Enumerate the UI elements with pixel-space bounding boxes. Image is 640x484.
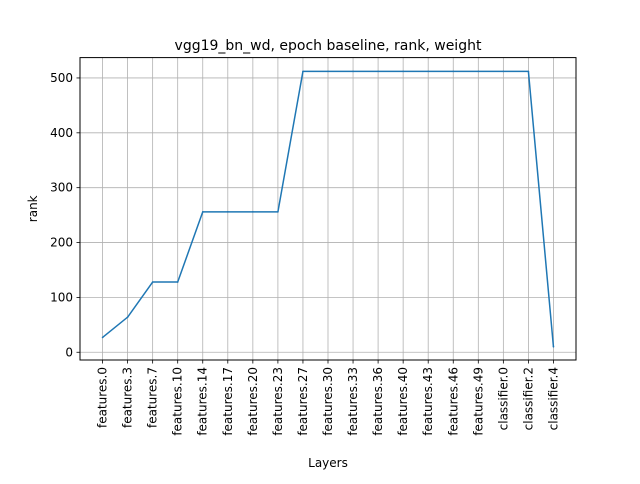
x-tick-label: features.7	[146, 367, 160, 428]
data-point	[226, 211, 229, 213]
x-tick-label: classifier.2	[521, 367, 535, 430]
data-point	[176, 281, 179, 283]
data-point	[252, 211, 254, 213]
data-point	[302, 70, 304, 73]
data-point	[151, 281, 154, 283]
x-tick-label: features.17	[221, 367, 235, 436]
data-point	[277, 211, 279, 213]
data-point	[126, 316, 129, 318]
data-point	[502, 70, 505, 73]
chart-title: vgg19_bn_wd, epoch baseline, rank, weigh…	[175, 38, 482, 54]
x-tick-label: features.30	[321, 367, 335, 436]
data-point	[452, 70, 455, 73]
x-tick-label: classifier.4	[546, 367, 560, 430]
x-tick-label: features.27	[296, 367, 310, 436]
x-tick-label: features.10	[171, 367, 185, 436]
data-point	[477, 70, 480, 73]
x-tick-label: features.14	[196, 367, 210, 436]
y-tick-label: 300	[50, 181, 73, 195]
data-point	[352, 70, 354, 73]
y-tick-label: 400	[50, 126, 73, 140]
data-point	[527, 70, 530, 73]
x-axis-label: Layers	[308, 456, 348, 470]
x-tick-label: features.40	[396, 367, 410, 436]
x-tick-label: features.33	[346, 367, 360, 436]
x-tick-label: features.20	[246, 367, 260, 436]
data-point	[552, 345, 555, 348]
x-tick-label: features.46	[446, 367, 460, 436]
data-point	[377, 70, 379, 73]
x-tick-label: features.49	[471, 367, 485, 436]
x-tick-label: features.43	[421, 367, 435, 436]
data-point	[201, 211, 204, 213]
grid	[80, 57, 576, 360]
x-axis: features.0 features.3 features.7 features.1…	[96, 360, 560, 436]
x-tick-label: classifier.0	[496, 367, 510, 430]
y-tick-label: 500	[50, 71, 73, 85]
data-point	[101, 336, 104, 339]
y-axis-label: rank	[26, 195, 40, 222]
y-tick-label: 100	[50, 290, 73, 304]
x-tick-label: features.23	[271, 367, 285, 436]
y-axis: 0 100 200 300 400 500	[50, 71, 80, 359]
data-point	[327, 70, 329, 73]
y-tick-label: 0	[65, 345, 73, 359]
y-tick-label: 200	[50, 236, 73, 250]
series-layer	[101, 70, 555, 348]
data-point	[402, 70, 404, 73]
x-tick-label: features.3	[121, 367, 135, 428]
data-point	[427, 70, 430, 73]
x-tick-label: features.36	[371, 367, 385, 436]
x-tick-label: features.0	[96, 367, 110, 428]
